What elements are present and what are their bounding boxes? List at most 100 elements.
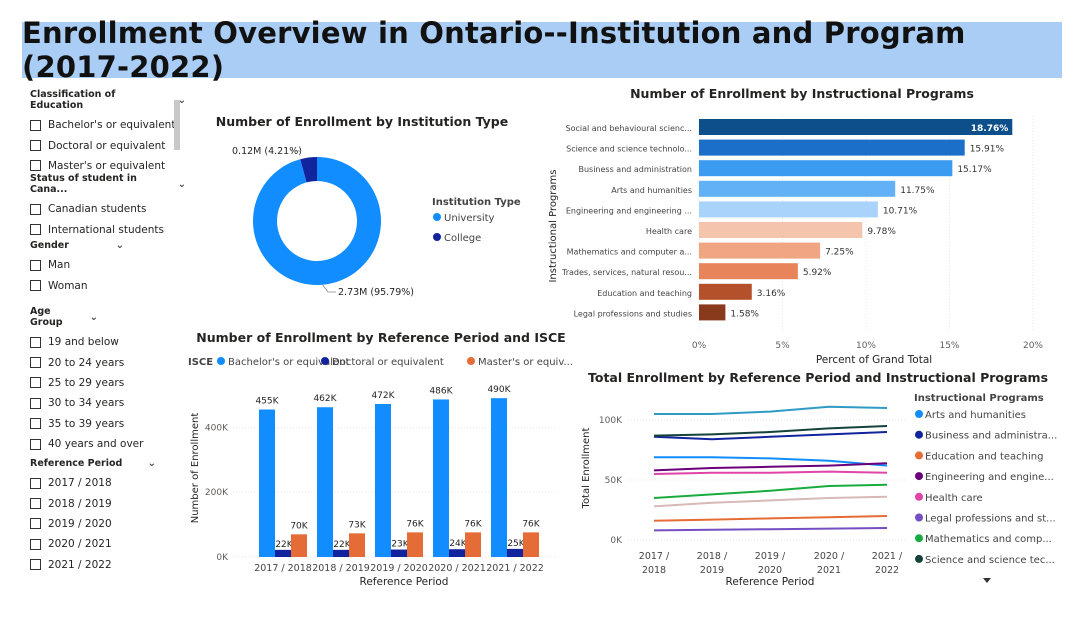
hbar-data-label: 15.17% [957,165,992,175]
slicer-option[interactable]: 30 to 34 years [30,393,143,413]
slicer-option[interactable]: Canadian students [30,199,186,219]
column-bar-doctoral [449,549,465,557]
donut-label-college: 0.12M (4.21%) [232,146,302,157]
legend-scroll-down-icon [983,578,991,583]
slicer-option-label: 2018 / 2019 [48,497,112,510]
slicer-3: Age Group ⌄ 19 and below 20 to 24 years 25 t… [30,306,143,454]
column-bar-bachelor [375,403,391,557]
slicer-option[interactable]: 2020 / 2021 [30,534,156,554]
slicer-option[interactable]: Bachelor's or equivalent [30,115,186,135]
slicer-option[interactable]: 2019 / 2020 [30,514,156,534]
checkbox[interactable] [30,336,41,348]
checkbox[interactable] [30,259,41,271]
slicer-option[interactable]: 40 years and over [30,434,143,454]
legend-marker [467,357,475,365]
chevron-down-icon[interactable]: ⌄ [89,311,98,323]
hbar-category-label: Trades, services, natural resou... [561,268,692,277]
checkbox[interactable] [30,498,41,510]
checkbox[interactable] [30,418,41,430]
hbar-bar [699,139,965,156]
line-legend-item: Science and science tec... [925,555,1055,566]
line-series [653,431,888,441]
slicer-option-label: 2021 / 2022 [48,558,112,571]
column-data-label: 70K [290,521,308,531]
column-bar-master [523,532,539,557]
checkbox[interactable] [30,119,41,131]
checkbox[interactable] [30,518,41,530]
line-series [653,483,888,499]
checkbox[interactable] [30,538,41,550]
slicer-option[interactable]: 25 to 29 years [30,373,143,393]
column-bar-bachelor [433,399,449,557]
chevron-down-icon[interactable]: ⌄ [177,94,186,106]
column-bar-bachelor [491,398,507,557]
column-data-label: 490K [487,385,511,395]
legend-marker [915,534,923,543]
slicer-title: Status of student in Cana... [30,173,137,195]
line-series [653,495,888,508]
checkbox[interactable] [30,140,41,152]
hbar-title: Number of Enrollment by Instructional Pr… [630,86,974,101]
slicer-header[interactable]: Gender ⌄ [30,240,124,251]
checkbox[interactable] [30,438,41,450]
column-x-tick: 2019 / 2020 [370,563,428,574]
slicer-option[interactable]: Master's or equivalent [30,156,186,176]
checkbox[interactable] [30,160,41,172]
hbar-category-label: Engineering and engineering ... [566,206,692,215]
column-bar-doctoral [391,549,407,557]
slicer-header[interactable]: Classification of Education ⌄ [30,89,186,111]
donut-legend-title: Institution Type [432,197,521,208]
chevron-down-icon[interactable]: ⌄ [115,240,124,251]
column-data-label: 22K [333,540,351,550]
slicer-option[interactable]: 19 and below [30,332,143,352]
line-x-tick: 2020 [758,565,782,576]
slicer-option[interactable]: Doctoral or equivalent [30,135,186,155]
checkbox[interactable] [30,377,41,389]
column-data-label: 73K [348,520,366,530]
checkbox[interactable] [30,280,41,292]
column-data-label: 486K [429,386,453,396]
chevron-down-icon[interactable]: ⌄ [147,458,156,469]
slicer-option-label: 25 to 29 years [48,376,125,389]
slicer-header[interactable]: Reference Period ⌄ [30,458,156,469]
line-legend-item: Health care [925,493,983,504]
hbar-data-label: 15.91% [970,145,1005,155]
hbar-data-label: 7.25% [825,248,854,258]
slicer-option-label: International students [48,223,164,236]
hbar-category-label: Health care [646,227,692,236]
donut-slice-university [252,157,381,285]
checkbox[interactable] [30,477,41,489]
line-y-axis-title: Total Enrollment [581,427,592,509]
slicer-option[interactable]: Woman [30,275,124,295]
slicer-option[interactable]: 2021 / 2022 [30,555,156,575]
column-data-label: 76K [406,519,424,529]
checkbox[interactable] [30,559,41,571]
slicer-option[interactable]: International students [30,219,186,239]
slicer-option[interactable]: 2018 / 2019 [30,493,156,513]
legend-marker [321,357,329,365]
slicer-option-label: Canadian students [48,203,147,216]
line-x-tick: 2020 / [814,551,845,562]
checkbox[interactable] [30,357,41,369]
hbar-category-label: Legal professions and studies [574,309,692,318]
checkbox[interactable] [30,224,41,236]
slicer-header[interactable]: Status of student in Cana... ⌄ [30,173,186,195]
donut-title: Number of Enrollment by Institution Type [216,114,508,129]
slicer-option[interactable]: 20 to 24 years [30,352,143,372]
slicer-header[interactable]: Age Group ⌄ [30,306,98,328]
chevron-down-icon[interactable]: ⌄ [177,178,186,190]
slicer-option[interactable]: Man [30,255,124,275]
slicer-scrollbar[interactable] [174,100,180,150]
column-bar-master [291,534,307,557]
slicer-title: Classification of Education [30,89,116,111]
slicer-title: Gender [30,240,69,251]
slicer-option[interactable]: 2017 / 2018 [30,473,156,493]
checkbox[interactable] [30,203,41,215]
legend-marker [433,213,441,221]
column-bar-master [349,533,365,557]
checkbox[interactable] [30,397,41,409]
slicer-0: Classification of Education ⌄ Bachelor's o… [30,89,186,176]
hbar-data-label: 5.92% [803,268,832,278]
slicer-option[interactable]: 35 to 39 years [30,414,143,434]
hbar-bar [699,263,798,280]
